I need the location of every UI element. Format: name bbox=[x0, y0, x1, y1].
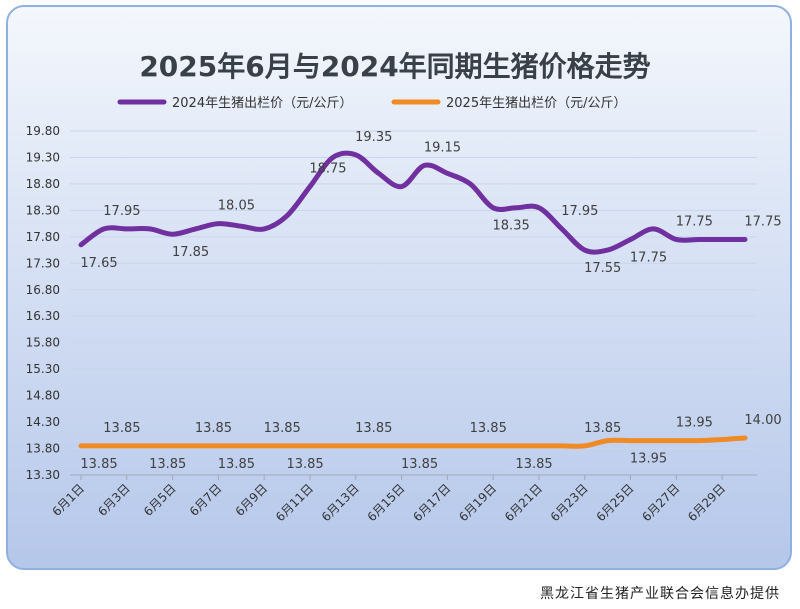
y-tick-label: 15.30 bbox=[26, 362, 60, 376]
data-label: 13.85 bbox=[286, 457, 323, 472]
x-axis: 6月1日 6月3日 6月5日 6月7日 6月9日 6月11日 6月13日 6月15日 6月17日… bbox=[49, 474, 757, 524]
data-label: 17.65 bbox=[80, 256, 117, 271]
y-tick-label: 18.80 bbox=[26, 177, 60, 191]
x-tick-label: 6月27日 bbox=[639, 481, 682, 524]
y-tick-label: 18.30 bbox=[26, 203, 60, 217]
data-label: 13.85 bbox=[401, 457, 438, 472]
y-tick-label: 15.80 bbox=[26, 336, 60, 350]
chart-panel bbox=[6, 5, 792, 570]
y-tick-label: 13.30 bbox=[26, 468, 60, 482]
source-note: 黑龙江省生猪产业联合会信息办提供 bbox=[540, 586, 780, 602]
data-label: 13.85 bbox=[103, 421, 140, 436]
data-label: 18.35 bbox=[493, 219, 530, 234]
data-label: 19.15 bbox=[424, 140, 461, 155]
x-tick-label: 6月15日 bbox=[365, 481, 408, 524]
data-label: 17.75 bbox=[744, 214, 781, 229]
y-tick-label: 14.80 bbox=[26, 389, 60, 403]
data-label: 13.85 bbox=[264, 421, 301, 436]
series-lines bbox=[78, 150, 748, 449]
x-tick-label: 6月3日 bbox=[95, 481, 133, 519]
data-labels: 17.65 17.95 17.85 18.05 18.75 19.35 19.15 18.35… bbox=[80, 130, 781, 472]
data-label: 17.55 bbox=[584, 261, 621, 276]
data-label: 13.95 bbox=[676, 416, 713, 431]
data-label: 13.95 bbox=[630, 452, 667, 467]
x-tick-label: 6月25日 bbox=[594, 481, 637, 524]
data-label: 17.85 bbox=[172, 245, 209, 260]
y-tick-label: 17.30 bbox=[26, 256, 60, 270]
y-tick-label: 19.80 bbox=[26, 124, 60, 138]
y-tick-label: 13.80 bbox=[26, 442, 60, 456]
series-line-2 bbox=[78, 435, 748, 449]
x-tick-label: 6月5日 bbox=[141, 481, 179, 519]
grid bbox=[70, 130, 757, 476]
data-label: 13.85 bbox=[149, 457, 186, 472]
x-tick-label: 6月13日 bbox=[319, 481, 362, 524]
data-label: 13.85 bbox=[584, 421, 621, 436]
x-tick-label: 6月23日 bbox=[548, 481, 591, 524]
y-tick-label: 17.80 bbox=[26, 230, 60, 244]
data-label: 13.85 bbox=[218, 457, 255, 472]
data-label: 17.95 bbox=[103, 204, 140, 219]
series-line-1 bbox=[78, 150, 748, 255]
data-label: 18.05 bbox=[218, 199, 255, 214]
data-label: 19.35 bbox=[355, 130, 392, 145]
data-label: 13.85 bbox=[515, 457, 552, 472]
data-label: 17.75 bbox=[676, 214, 713, 229]
data-label: 17.95 bbox=[561, 204, 598, 219]
data-label: 13.85 bbox=[195, 421, 232, 436]
x-tick-label: 6月11日 bbox=[273, 481, 316, 524]
legend: 2024年生猪出栏价（元/公斤） 2025年生猪出栏价（元/公斤） bbox=[117, 96, 626, 111]
data-label: 13.85 bbox=[80, 457, 117, 472]
data-label: 13.85 bbox=[355, 421, 392, 436]
x-tick-label: 6月17日 bbox=[410, 481, 453, 524]
x-tick-label: 6月9日 bbox=[233, 481, 271, 519]
x-tick-label: 6月1日 bbox=[49, 481, 87, 519]
y-tick-label: 19.30 bbox=[26, 150, 60, 164]
x-tick-label: 6月29日 bbox=[685, 481, 728, 524]
legend-label-1: 2024年生猪出栏价（元/公斤） bbox=[172, 96, 352, 111]
y-tick-label: 16.80 bbox=[26, 283, 60, 297]
data-label: 17.75 bbox=[630, 250, 667, 265]
x-tick-label: 6月21日 bbox=[502, 481, 545, 524]
data-label: 13.85 bbox=[470, 421, 507, 436]
y-tick-label: 16.30 bbox=[26, 309, 60, 323]
y-tick-label: 14.30 bbox=[26, 415, 60, 429]
data-label: 14.00 bbox=[744, 413, 781, 428]
x-tick-label: 6月19日 bbox=[456, 481, 499, 524]
data-label: 18.75 bbox=[309, 162, 346, 177]
y-axis: 19.80 19.30 18.80 18.30 17.80 17.30 16.80 16.30… bbox=[26, 124, 60, 482]
legend-label-2: 2025年生猪出栏价（元/公斤） bbox=[446, 96, 626, 111]
x-tick-label: 6月7日 bbox=[187, 481, 225, 519]
chart-title: 2025年6月与2024年同期生猪价格走势 bbox=[139, 50, 650, 83]
